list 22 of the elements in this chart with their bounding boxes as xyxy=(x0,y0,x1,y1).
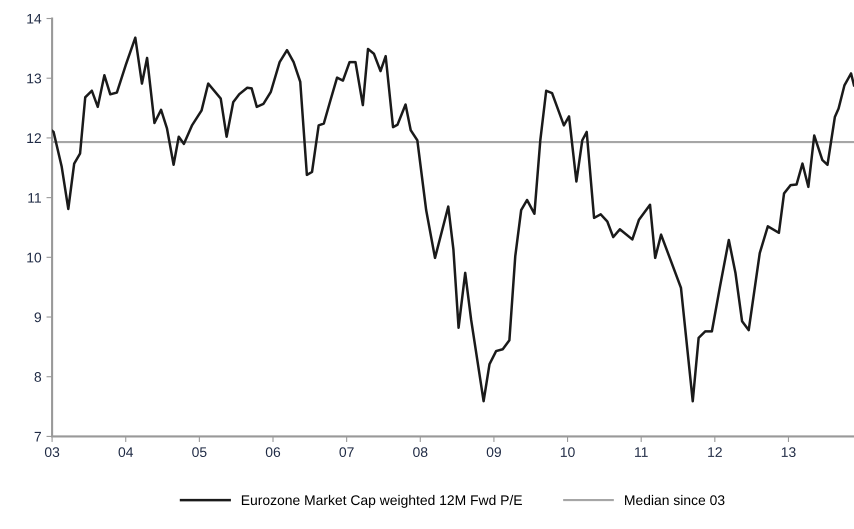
line-series xyxy=(52,36,854,402)
x-tick-label: 05 xyxy=(192,447,207,458)
legend-label: Median since 03 xyxy=(625,494,724,506)
x-tick-label: 11 xyxy=(635,447,648,457)
y-tick-label: 8 xyxy=(34,372,42,382)
y-tick-label: 10 xyxy=(27,252,42,262)
x-tick-label: 13 xyxy=(782,447,796,458)
x-tick-label: 07 xyxy=(339,447,354,458)
x-tick-label: 03 xyxy=(44,447,60,458)
y-tick-label: 12 xyxy=(27,133,41,143)
x-tick-label: 12 xyxy=(708,447,722,457)
y-tick-label: 7 xyxy=(34,432,41,442)
y-tick-label: 13 xyxy=(27,74,42,84)
x-tick-label: 09 xyxy=(486,447,501,458)
x-tick-label: 10 xyxy=(560,447,575,458)
x-tick-label: 08 xyxy=(413,447,428,458)
x-tick-label: 06 xyxy=(266,447,280,458)
legend-label: Eurozone Market Cap weighted 12M Fwd P/E xyxy=(242,494,522,508)
y-tick-label: 11 xyxy=(28,193,41,203)
x-tick-label: 04 xyxy=(118,447,134,458)
y-tick-label: 14 xyxy=(27,14,42,24)
y-tick-label: 9 xyxy=(34,312,42,322)
